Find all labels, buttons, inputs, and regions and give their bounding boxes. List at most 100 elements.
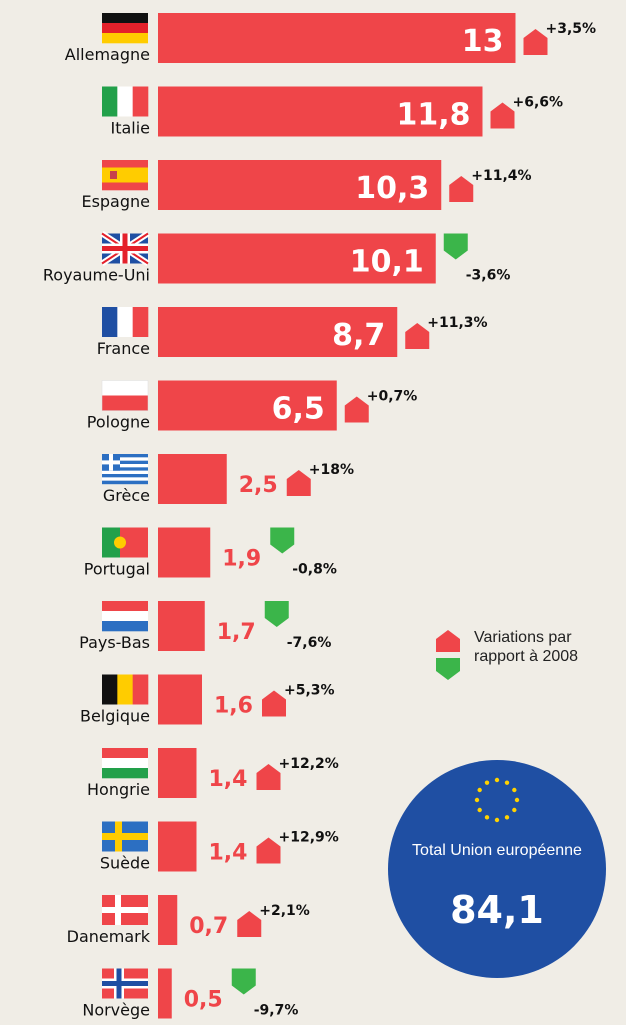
- bar: [158, 86, 483, 137]
- category-label: Pays-Bas: [79, 633, 150, 652]
- bar: [158, 968, 172, 1019]
- greece-flag: [102, 454, 148, 485]
- bar-row: Pays-Bas 1,7 -7,6%: [79, 601, 331, 652]
- bar: [158, 748, 197, 798]
- decrease-icon: [436, 658, 460, 680]
- bar-row: Danemark 0,7 +2,1%: [67, 895, 310, 946]
- increase-marker-icon: [237, 911, 262, 937]
- bar-row: Belgique 1,6 +5,3%: [80, 674, 335, 726]
- category-label: Italie: [110, 119, 150, 138]
- poland-flag: [101, 380, 149, 411]
- value-label: 1,7: [217, 620, 256, 645]
- value-label: 8,7: [332, 318, 385, 353]
- bar: [158, 895, 178, 945]
- bar: [158, 601, 205, 651]
- bar: [158, 380, 337, 431]
- variation-label: -7,6%: [287, 635, 332, 651]
- category-label: Hongrie: [87, 780, 150, 799]
- variation-label: +3,5%: [546, 21, 597, 37]
- increase-marker-icon: [344, 396, 369, 423]
- increase-marker-icon: [286, 470, 311, 496]
- germany-flag: [102, 13, 148, 44]
- denmark-flag: [102, 895, 148, 925]
- variation-label: -9,7%: [254, 1003, 299, 1019]
- category-label: Royaume-Uni: [43, 266, 150, 285]
- value-label: 1,4: [209, 841, 248, 866]
- variation-label: +11,3%: [427, 315, 487, 331]
- increase-marker-icon: [256, 837, 281, 864]
- spain-flag: [102, 160, 148, 191]
- italy-flag: [102, 86, 149, 117]
- bar-row: France 8,7 +11,3%: [97, 307, 488, 358]
- category-label: Allemagne: [65, 45, 150, 64]
- uk-flag: [100, 230, 150, 267]
- value-label: 2,5: [239, 473, 278, 498]
- bar-row: Pologne 6,5 +0,7%: [87, 380, 418, 432]
- variation-label: +5,3%: [284, 683, 335, 699]
- value-label: 0,5: [184, 988, 223, 1013]
- value-label: 1,9: [222, 547, 261, 572]
- variation-label: +11,4%: [471, 168, 531, 184]
- value-label: 11,8: [396, 98, 470, 133]
- legend: Variations par rapport à 2008: [436, 628, 616, 680]
- variation-label: +6,6%: [513, 95, 564, 111]
- hungary-flag: [102, 748, 148, 779]
- bar-row: Grèce 2,5 +18%: [102, 454, 354, 505]
- value-label: 0,7: [189, 914, 228, 939]
- category-label: Belgique: [80, 707, 150, 726]
- variation-label: +12,2%: [279, 756, 339, 772]
- increase-marker-icon: [523, 29, 548, 55]
- increase-marker-icon: [262, 690, 286, 717]
- increase-marker-icon: [490, 102, 515, 129]
- variation-label: +2,1%: [259, 903, 310, 919]
- bar-row: Espagne 10,3 +11,4%: [81, 160, 532, 211]
- category-label: France: [97, 339, 150, 358]
- bar-row: Norvège 0,5 -9,7%: [82, 968, 299, 1020]
- value-label: 10,1: [350, 245, 424, 280]
- bar-row: Royaume-Uni 10,1 -3,6%: [43, 230, 511, 285]
- bar-row: Hongrie 1,4 +12,2%: [87, 748, 339, 799]
- bar-row: Allemagne 13 +3,5%: [65, 13, 596, 64]
- decrease-marker-icon: [270, 527, 295, 554]
- increase-marker-icon: [405, 323, 430, 349]
- norway-flag: [102, 968, 148, 999]
- bar-row: Portugal 1,9 -0,8%: [84, 527, 337, 579]
- decrease-marker-icon: [264, 601, 289, 627]
- bar: [158, 233, 436, 284]
- category-label: Espagne: [81, 192, 150, 211]
- sweden-flag: [102, 821, 148, 852]
- total-label: Total Union européenne: [412, 842, 582, 859]
- variation-label: +12,9%: [279, 830, 339, 846]
- bar: [158, 821, 197, 872]
- increase-marker-icon: [256, 764, 281, 790]
- variation-label: +18%: [309, 462, 354, 478]
- legend-row: Variations par rapport à 2008: [436, 628, 616, 680]
- variation-label: -0,8%: [292, 562, 337, 578]
- decrease-marker-icon: [231, 968, 256, 995]
- value-label: 1,6: [214, 694, 253, 719]
- value-label: 10,3: [355, 171, 429, 206]
- bar: [158, 307, 398, 357]
- total-badge: Total Union européenne 84,1: [388, 760, 606, 978]
- increase-marker-icon: [449, 176, 474, 202]
- bar: [158, 454, 227, 504]
- value-label: 6,5: [272, 392, 325, 427]
- bar-row: Italie 11,8 +6,6%: [102, 86, 564, 138]
- category-label: Norvège: [82, 1001, 150, 1020]
- category-label: Danemark: [67, 927, 151, 946]
- netherlands-flag: [102, 601, 148, 632]
- category-label: Grèce: [103, 486, 150, 505]
- belgium-flag: [102, 674, 149, 705]
- bar: [158, 160, 442, 210]
- bar: [158, 674, 202, 725]
- france-flag: [102, 307, 149, 337]
- legend-label: Variations par rapport à 2008: [474, 629, 579, 665]
- bar: [158, 527, 211, 578]
- variation-label: -3,6%: [466, 268, 511, 284]
- variation-label: +0,7%: [367, 389, 418, 405]
- category-label: Portugal: [84, 560, 150, 579]
- category-label: Pologne: [87, 413, 150, 432]
- increase-icon: [436, 630, 460, 652]
- bar: [158, 13, 516, 63]
